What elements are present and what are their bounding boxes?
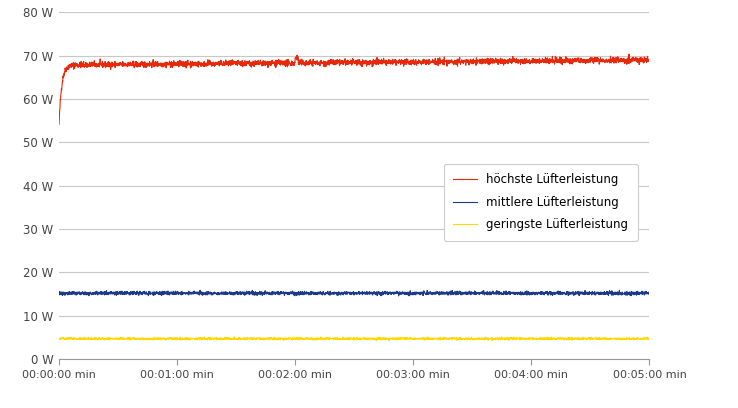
Line: höchste Lüfterleistung: höchste Lüfterleistung bbox=[59, 54, 649, 124]
mittlere Lüfterleistung bbox=[122, 292, 131, 297]
höchste Lüfterleistung bbox=[624, 52, 633, 57]
mittlere Lüfterleistung bbox=[196, 288, 204, 293]
geringste Lüfterleistung bbox=[645, 336, 654, 341]
Legend: höchste Lüfterleistung, mittlere Lüfterleistung, geringste Lüfterleistung: höchste Lüfterleistung, mittlere Lüfterl… bbox=[444, 164, 638, 241]
Line: mittlere Lüfterleistung: mittlere Lüfterleistung bbox=[59, 290, 649, 296]
geringste Lüfterleistung bbox=[570, 335, 579, 340]
mittlere Lüfterleistung bbox=[570, 291, 579, 296]
höchste Lüfterleistung bbox=[157, 64, 166, 69]
mittlere Lüfterleistung bbox=[634, 290, 643, 295]
höchste Lüfterleistung bbox=[306, 60, 315, 65]
geringste Lüfterleistung bbox=[488, 338, 497, 343]
geringste Lüfterleistung bbox=[55, 337, 63, 341]
höchste Lüfterleistung bbox=[634, 58, 643, 63]
höchste Lüfterleistung bbox=[55, 122, 63, 126]
geringste Lüfterleistung bbox=[157, 337, 166, 341]
geringste Lüfterleistung bbox=[634, 336, 643, 341]
mittlere Lüfterleistung bbox=[405, 293, 414, 298]
geringste Lüfterleistung bbox=[281, 336, 290, 341]
geringste Lüfterleistung bbox=[122, 336, 131, 341]
mittlere Lüfterleistung bbox=[645, 292, 654, 297]
höchste Lüfterleistung bbox=[570, 58, 579, 63]
geringste Lüfterleistung bbox=[307, 335, 316, 340]
höchste Lüfterleistung bbox=[122, 62, 131, 67]
mittlere Lüfterleistung bbox=[55, 293, 63, 297]
mittlere Lüfterleistung bbox=[157, 290, 166, 295]
höchste Lüfterleistung bbox=[281, 62, 290, 67]
mittlere Lüfterleistung bbox=[307, 292, 316, 297]
mittlere Lüfterleistung bbox=[281, 290, 290, 295]
Line: geringste Lüfterleistung: geringste Lüfterleistung bbox=[59, 337, 649, 341]
höchste Lüfterleistung bbox=[645, 58, 654, 62]
geringste Lüfterleistung bbox=[230, 335, 239, 339]
